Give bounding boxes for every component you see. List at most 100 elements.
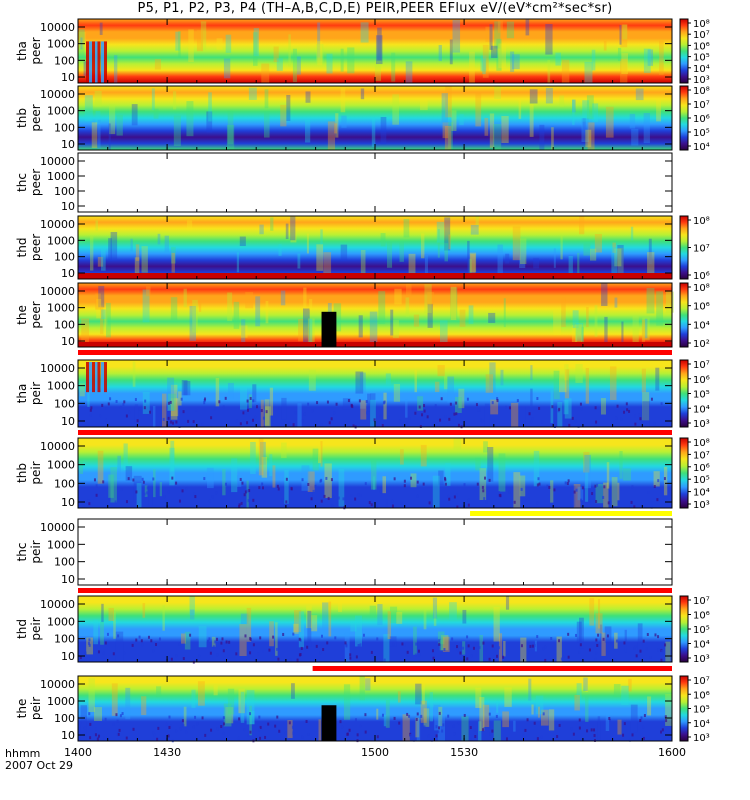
ion-speckle-thd_peir bbox=[344, 641, 347, 645]
spectrogram-texture-the_peer bbox=[227, 292, 233, 322]
ion-speckle-thb_peir bbox=[524, 498, 527, 502]
spectrogram-texture-the_peir bbox=[141, 696, 147, 716]
spectrogram-texture-thd_peer bbox=[110, 232, 118, 260]
ion-speckle-thb_peir bbox=[416, 480, 419, 484]
ion-speckle-the_peir bbox=[165, 722, 168, 726]
spectrogram-texture-thd_peer bbox=[171, 246, 176, 264]
ion-speckle-the_peir bbox=[661, 728, 664, 732]
spectrogram-texture-thd_peer bbox=[285, 223, 289, 240]
spectrogram-texture-the_peer bbox=[586, 307, 589, 328]
spectrogram-texture-thb_peer bbox=[173, 115, 181, 146]
ion-speckle-thd_peir bbox=[277, 657, 280, 661]
spectrogram-texture-thb_peir bbox=[603, 482, 609, 508]
y-tick-label-tha_peir: 100 bbox=[54, 397, 75, 410]
ion-speckle-thb_peir bbox=[175, 481, 178, 485]
spectrogram-texture-thd_peer bbox=[141, 246, 148, 273]
ion-speckle-the_peir bbox=[89, 736, 92, 740]
spectrogram-texture-thb_peir bbox=[222, 469, 226, 496]
spectrogram-texture-the_peir bbox=[531, 704, 534, 715]
ion-speckle-thd_peir bbox=[660, 649, 663, 653]
y-tick-label-the_peer: 10 bbox=[61, 335, 75, 348]
ion-speckle-the_peir bbox=[346, 732, 349, 736]
burst-stripe-tha_peir bbox=[104, 362, 107, 393]
spectrogram-texture-tha_peer bbox=[603, 40, 607, 51]
ion-speckle-tha_peir bbox=[239, 422, 242, 426]
spectrogram-texture-thd_peir bbox=[439, 640, 444, 651]
ion-speckle-thb_peir bbox=[385, 499, 388, 503]
spectrogram-texture-thb_peer bbox=[582, 100, 590, 122]
ion-speckle-the_peir bbox=[278, 729, 281, 733]
ion-speckle-thd_peir bbox=[170, 657, 173, 661]
ion-speckle-thb_peir bbox=[320, 499, 323, 503]
spectrogram-texture-the_peer bbox=[298, 318, 304, 342]
spectrogram-texture-tha_peir bbox=[434, 381, 440, 393]
spectrogram-texture-tha_peer bbox=[622, 24, 628, 40]
spectrogram-texture-the_peer bbox=[98, 285, 105, 308]
spectrogram-texture-tha_peer bbox=[360, 22, 369, 43]
spectrogram-texture-tha_peir bbox=[367, 393, 371, 412]
spectrogram-texture-thb_peir bbox=[231, 458, 238, 493]
ion-speckle-tha_peir bbox=[444, 415, 447, 419]
burst-stripe-tha_peer bbox=[89, 41, 92, 83]
spectrogram-texture-tha_peer bbox=[584, 61, 593, 83]
ion-speckle-tha_peir bbox=[536, 397, 539, 401]
y-tick-label-thb_peer: 1000 bbox=[47, 105, 75, 118]
spectrogram-texture-thb_peer bbox=[444, 125, 452, 150]
spectrogram-texture-the_peir bbox=[576, 683, 582, 704]
spectrogram-texture-thb_peer bbox=[539, 124, 545, 150]
ion-speckle-tha_peir bbox=[249, 396, 252, 400]
ion-speckle-tha_peir bbox=[125, 414, 128, 418]
ion-speckle-thd_peir bbox=[634, 645, 637, 649]
ion-speckle-the_peir bbox=[642, 736, 645, 740]
ion-speckle-thb_peir bbox=[167, 490, 170, 494]
ion-speckle-the_peir bbox=[291, 725, 294, 729]
spectrogram-texture-thd_peer bbox=[577, 252, 580, 279]
ion-speckle-the_peir bbox=[593, 738, 596, 742]
ion-speckle-the_peir bbox=[288, 721, 291, 725]
ion-speckle-the_peir bbox=[210, 728, 213, 732]
ion-speckle-tha_peir bbox=[335, 402, 338, 406]
ion-speckle-tha_peir bbox=[414, 411, 417, 415]
spectrogram-texture-thb_peir bbox=[258, 438, 264, 476]
spectrogram-texture-tha_peir bbox=[500, 369, 504, 386]
ion-speckle-thb_peir bbox=[141, 477, 144, 481]
spectrogram-texture-the_peir bbox=[420, 700, 427, 723]
spectrogram-texture-tha_peir bbox=[553, 370, 560, 400]
spectrogram-texture-thb_peer bbox=[582, 118, 586, 132]
ion-speckle-tha_peir bbox=[99, 414, 102, 418]
ion-speckle-the_peir bbox=[169, 724, 172, 728]
ion-speckle-thb_peir bbox=[224, 482, 227, 486]
spectrogram-texture-tha_peir bbox=[359, 372, 366, 409]
spectrogram-texture-the_peer bbox=[81, 318, 90, 347]
spectrogram-texture-tha_peir bbox=[385, 373, 391, 385]
ion-speckle-tha_peir bbox=[352, 424, 355, 428]
spectrogram-texture-thd_peir bbox=[498, 633, 503, 662]
spectrogram-texture-thd_peir bbox=[432, 597, 438, 619]
ion-speckle-tha_peir bbox=[203, 399, 206, 403]
colorbar-tick-label-tha_peer: 10⁷ bbox=[693, 30, 710, 41]
y-tick-label-thb_peer: 10 bbox=[61, 138, 75, 151]
y-tick-label-thc_peir: 10 bbox=[61, 573, 75, 586]
ion-speckle-the_peir bbox=[339, 720, 342, 724]
spectrogram-thd_peer bbox=[78, 216, 672, 279]
spectrogram-texture-tha_peer bbox=[391, 52, 396, 82]
ion-speckle-thb_peir bbox=[595, 499, 598, 503]
spectrogram-texture-thd_peir bbox=[355, 615, 363, 647]
spectrogram-texture-thb_peer bbox=[419, 99, 428, 111]
spectrogram-texture-thb_peer bbox=[335, 113, 339, 138]
spectrogram-texture-thd_peer bbox=[316, 244, 324, 271]
spectrogram-texture-tha_peir bbox=[530, 388, 533, 407]
ion-speckle-thd_peir bbox=[478, 646, 481, 650]
spectrogram-texture-the_peer bbox=[390, 309, 394, 336]
x-tick-label: 1430 bbox=[153, 746, 181, 759]
ion-speckle-thb_peir bbox=[88, 502, 91, 506]
spectrogram-texture-thd_peer bbox=[614, 248, 622, 267]
ion-speckle-tha_peir bbox=[222, 405, 225, 409]
ion-speckle-tha_peir bbox=[89, 413, 92, 417]
ion-speckle-thd_peir bbox=[646, 633, 649, 637]
spectrogram-texture-the_peer bbox=[309, 318, 313, 347]
colorbar-tick-label-thb_peer: 10⁵ bbox=[693, 128, 710, 139]
ion-speckle-tha_peir bbox=[580, 407, 583, 411]
colorbar-tick-label-thd_peir: 10⁴ bbox=[693, 640, 710, 651]
spectrogram-texture-thd_peer bbox=[590, 248, 597, 261]
